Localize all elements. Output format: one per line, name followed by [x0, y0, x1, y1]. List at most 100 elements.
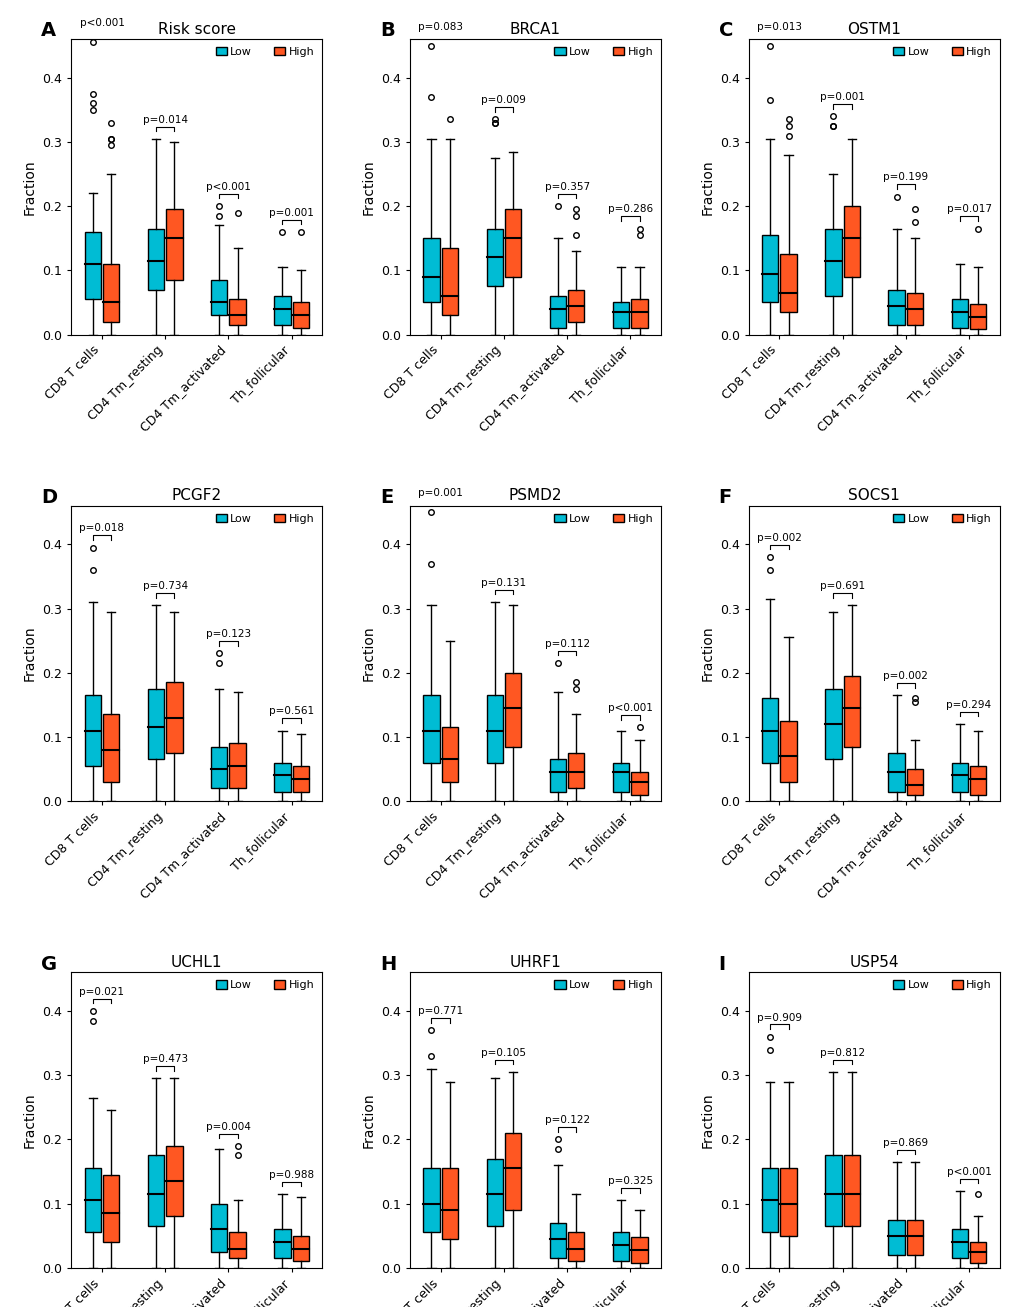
Text: p=0.017: p=0.017 [946, 204, 990, 214]
Text: p=0.009: p=0.009 [481, 95, 526, 106]
Text: p=0.771: p=0.771 [418, 1006, 463, 1016]
Legend: Low, High: Low, High [551, 978, 655, 992]
Bar [761, 698, 777, 763]
Bar [441, 1168, 458, 1239]
Bar [166, 1146, 182, 1217]
Text: p=0.473: p=0.473 [143, 1055, 187, 1064]
Text: p=0.734: p=0.734 [143, 582, 187, 591]
Bar [951, 763, 967, 792]
Bar [85, 231, 101, 299]
Bar [211, 280, 227, 315]
Bar [229, 744, 246, 788]
Text: p=0.357: p=0.357 [544, 182, 589, 192]
Title: UHRF1: UHRF1 [510, 955, 560, 970]
Bar [843, 207, 859, 277]
Text: p=0.122: p=0.122 [544, 1115, 589, 1125]
Bar [843, 1155, 859, 1226]
Text: H: H [380, 954, 395, 974]
Bar [486, 1158, 502, 1226]
Legend: Low, High: Low, High [890, 44, 994, 59]
Legend: Low, High: Low, High [213, 978, 316, 992]
Text: p<0.001: p<0.001 [206, 182, 251, 192]
Bar [906, 1219, 922, 1255]
Bar [631, 1236, 647, 1263]
Bar [568, 1233, 584, 1261]
Bar [148, 689, 164, 759]
Bar [888, 753, 904, 792]
Bar [292, 766, 309, 792]
Legend: Low, High: Low, High [551, 44, 655, 59]
Bar [631, 299, 647, 328]
Bar [780, 721, 796, 782]
Text: p=0.812: p=0.812 [819, 1048, 864, 1057]
Bar [612, 302, 629, 328]
Bar [211, 746, 227, 788]
Bar [568, 290, 584, 322]
Y-axis label: Fraction: Fraction [22, 159, 37, 214]
Bar [824, 689, 841, 759]
Bar [423, 1168, 439, 1233]
Bar [486, 695, 502, 763]
Title: PCGF2: PCGF2 [171, 489, 222, 503]
Legend: Low, High: Low, High [213, 44, 316, 59]
Bar [780, 1168, 796, 1235]
Bar [549, 1223, 566, 1259]
Text: p=0.013: p=0.013 [756, 21, 801, 31]
Bar [761, 235, 777, 302]
Bar [631, 772, 647, 795]
Bar [229, 1233, 246, 1259]
Text: B: B [380, 21, 394, 41]
Bar [85, 1168, 101, 1233]
Y-axis label: Fraction: Fraction [22, 1093, 37, 1148]
Y-axis label: Fraction: Fraction [361, 159, 375, 214]
Text: p=0.004: p=0.004 [206, 1121, 251, 1132]
Text: p=0.001: p=0.001 [418, 488, 463, 498]
Bar [780, 255, 796, 312]
Text: p=0.001: p=0.001 [269, 208, 314, 218]
Bar [85, 695, 101, 766]
Text: p=0.123: p=0.123 [206, 630, 251, 639]
Bar [969, 766, 985, 795]
Bar [441, 248, 458, 315]
Bar [148, 229, 164, 290]
Text: p=0.001: p=0.001 [819, 91, 864, 102]
Bar [274, 1230, 290, 1259]
Title: Risk score: Risk score [158, 22, 235, 37]
Bar [612, 1233, 629, 1261]
Text: G: G [41, 954, 57, 974]
Bar [824, 1155, 841, 1226]
Bar [441, 727, 458, 782]
Text: p<0.001: p<0.001 [79, 18, 124, 29]
Title: UCHL1: UCHL1 [171, 955, 222, 970]
Bar [824, 229, 841, 295]
Text: p=0.002: p=0.002 [882, 670, 927, 681]
Bar [229, 299, 246, 325]
Bar [211, 1204, 227, 1252]
Text: E: E [380, 488, 393, 507]
Y-axis label: Fraction: Fraction [699, 626, 713, 681]
Text: D: D [41, 488, 57, 507]
Bar [504, 209, 521, 277]
Bar [486, 229, 502, 286]
Text: p=0.014: p=0.014 [143, 115, 187, 124]
Bar [423, 695, 439, 763]
Title: USP54: USP54 [849, 955, 898, 970]
Bar [103, 715, 119, 782]
Text: F: F [718, 488, 732, 507]
Bar [549, 295, 566, 328]
Text: C: C [718, 21, 733, 41]
Y-axis label: Fraction: Fraction [699, 1093, 713, 1148]
Text: p=0.002: p=0.002 [756, 533, 801, 544]
Text: p=0.294: p=0.294 [946, 701, 990, 710]
Legend: Low, High: Low, High [890, 511, 994, 525]
Text: p=0.131: p=0.131 [481, 578, 526, 588]
Bar [423, 238, 439, 302]
Y-axis label: Fraction: Fraction [22, 626, 37, 681]
Text: p=0.105: p=0.105 [481, 1048, 526, 1057]
Text: A: A [41, 21, 56, 41]
Bar [969, 303, 985, 329]
Text: p=0.199: p=0.199 [882, 173, 927, 183]
Text: p=0.325: p=0.325 [607, 1176, 652, 1187]
Text: p<0.001: p<0.001 [946, 1167, 990, 1176]
Legend: Low, High: Low, High [551, 511, 655, 525]
